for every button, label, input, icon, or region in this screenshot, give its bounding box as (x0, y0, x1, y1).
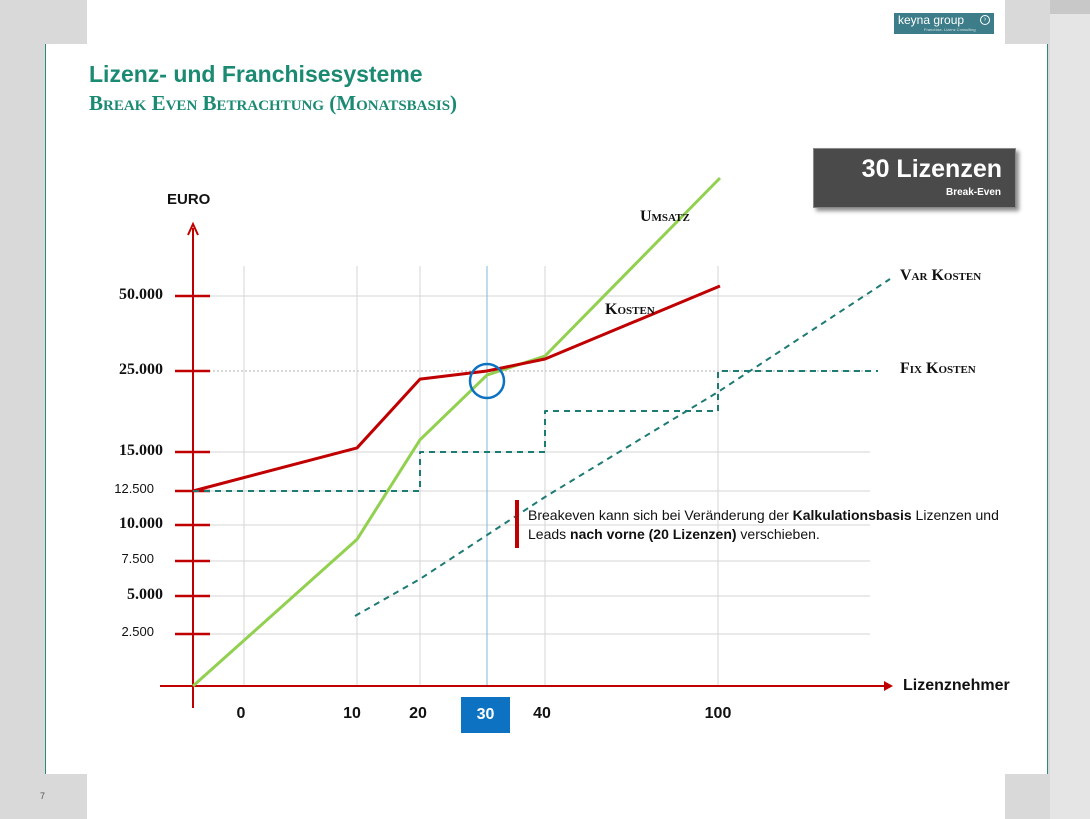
x-axis-arrow (884, 681, 893, 691)
series-label-umsatz: Umsatz (640, 208, 690, 225)
y-tick-label: 25.000 (119, 361, 163, 378)
note-accent-bar (515, 500, 519, 548)
series-kosten (192, 284, 721, 493)
y-tick-label: 12.500 (114, 481, 154, 496)
note-segment: verschieben. (736, 526, 820, 542)
x-highlight-box: 30 (461, 697, 510, 733)
series-var-kosten (354, 278, 891, 617)
y-tick-label: 15.000 (119, 442, 163, 459)
slide-top-strip (87, 0, 1005, 44)
badge-main: 30 Lizenzen (861, 155, 1002, 183)
x-tick-label: 10 (343, 705, 361, 722)
logo-text: keyna group (898, 13, 965, 27)
logo-tagline: Franchise- Lizenz Consulting (924, 27, 976, 32)
arrow-circle-icon: › (980, 15, 990, 25)
x-tick-label: 100 (704, 705, 732, 722)
x-tick-label: 40 (533, 705, 551, 722)
note-segment: Lizenzen und Leads (528, 507, 999, 542)
series-label-kosten: Kosten (605, 301, 655, 318)
series-label-fix-kosten: Fix Kosten (900, 360, 976, 377)
logo: keyna group Franchise- Lizenz Consulting… (894, 13, 994, 34)
breakeven-marker (468, 362, 506, 400)
series-label-var-kosten: Var Kosten (900, 267, 982, 284)
page-number: 7 (40, 791, 46, 801)
scrollbar-track[interactable] (1050, 0, 1090, 819)
note-segment: Breakeven kann sich bei Veränderung der (528, 507, 793, 523)
page-subtitle: Break Even Betrachtung (Monatsbasis) (89, 91, 458, 115)
breakeven-note: Breakeven kann sich bei Veränderung der … (528, 506, 1008, 544)
breakeven-badge: 30 Lizenzen Break-Even (813, 148, 1016, 208)
y-tick-label: 50.000 (119, 286, 163, 303)
x-tick-label: 0 (236, 705, 246, 722)
slide-edge-right (1047, 44, 1048, 774)
page-title: Lizenz- und Franchisesysteme (89, 61, 423, 87)
note-segment: nach vorne (20 Lizenzen) (570, 526, 737, 542)
y-tick-label: 10.000 (119, 515, 163, 532)
series-umsatz (192, 176, 722, 688)
slide-bottom-strip (87, 774, 1005, 819)
badge-sub: Break-Even (945, 187, 1001, 198)
scrollbar-thumb[interactable] (1050, 0, 1090, 14)
slide-edge-left (45, 44, 46, 774)
y-axis-title: EURO (167, 191, 211, 208)
y-axis-arrow (187, 221, 199, 236)
x-highlight-label: 30 (476, 706, 495, 723)
note-segment: Kalkulationsbasis (792, 507, 912, 523)
x-tick-label: 20 (409, 705, 427, 722)
x-axis-title: Lizenznehmer (903, 677, 1010, 694)
series-fix-kosten (193, 370, 878, 492)
y-tick-label: 5.000 (127, 586, 163, 603)
y-tick-label: 2.500 (121, 624, 154, 639)
y-tick-label: 7.500 (121, 551, 154, 566)
